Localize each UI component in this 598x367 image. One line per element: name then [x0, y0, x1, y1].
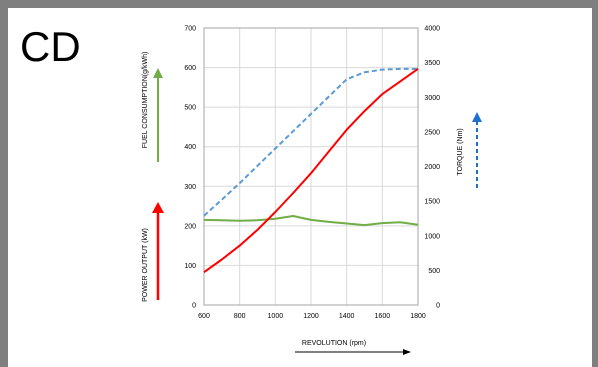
y-left-tick-label: 100 [184, 263, 196, 270]
y-right-tick-label: 3500 [424, 60, 440, 67]
y-left-tick-label: 700 [184, 26, 196, 33]
fuel-arrow-icon [153, 68, 163, 162]
torque-line [203, 67, 418, 217]
power-arrow-icon [152, 202, 164, 300]
x-tick-label: 1800 [410, 313, 426, 320]
x-tick-label: 600 [198, 313, 210, 320]
x-tick-label: 1000 [268, 313, 284, 320]
y-right-tick-label: 2000 [424, 164, 440, 171]
y-right-tick-label: 500 [428, 268, 440, 275]
y-right-tick-label: 4000 [424, 26, 440, 33]
x-tick-label: 800 [234, 313, 246, 320]
revolution-axis-label: REVOLUTION (rpm) [302, 340, 366, 347]
y-right-tick-label: 3000 [424, 95, 440, 102]
y-right-tick-label: 1500 [424, 199, 440, 206]
revolution-arrow-icon [295, 349, 411, 355]
power-output-line [203, 67, 419, 274]
y-right-tick-label: 2500 [424, 129, 440, 136]
torque-arrow-icon [472, 112, 482, 188]
y-left-tick-label: 600 [184, 65, 196, 72]
y-left-tick-label: 500 [184, 105, 196, 112]
y-left-tick-label: 400 [184, 144, 196, 151]
torque-axis-label: TORQUE (Nm) [457, 128, 464, 175]
plot-area-border [203, 27, 419, 306]
y-left-tick-label: 300 [184, 184, 196, 191]
y-right-tick-label: 1000 [424, 233, 440, 240]
y-right-tick-label: 0 [436, 303, 440, 310]
fuel-consumption-axis-label: FUEL CONSUMPTION(g/kWh) [142, 52, 149, 149]
x-tick-label: 1600 [375, 313, 391, 320]
x-tick-label: 1400 [339, 313, 355, 320]
x-tick-label: 1200 [303, 313, 319, 320]
panel-label: CD [20, 23, 81, 70]
power-output-axis-label: POWER OUTPUT (kW) [142, 228, 149, 302]
grid-lines [203, 27, 419, 306]
tick-labels: 600 800 1000 1200 1400 1600 1800 0 100 200 300 400 5… [184, 26, 440, 321]
y-left-tick-label: 0 [192, 303, 196, 310]
series-lines [203, 67, 419, 274]
fuel-consumption-line [203, 215, 419, 227]
y-left-tick-label: 200 [184, 223, 196, 230]
